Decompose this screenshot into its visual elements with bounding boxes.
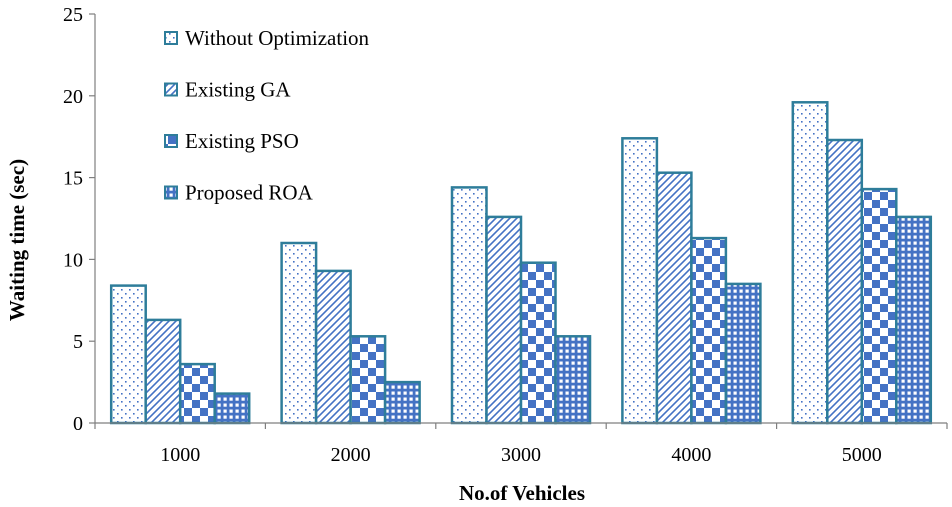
x-tick-label-3000: 3000: [501, 444, 541, 466]
bar-proposed-roa-4000: [724, 282, 762, 425]
bar-existing-ga-1000: [144, 318, 182, 425]
y-tick-label-0: 0: [73, 413, 83, 435]
bar-without-optimization-3000: [450, 186, 488, 425]
bar-proposed-roa-2000: [383, 380, 421, 425]
ticks-layer: 0 5 10 15 20 25 1000 2000 3000 4000 5000: [63, 4, 948, 466]
bar-existing-pso-5000: [860, 187, 898, 425]
legend-label-proposed-roa: Proposed ROA: [185, 181, 314, 205]
bar-existing-pso-1000: [178, 362, 216, 425]
legend-label-existing-ga: Existing GA: [185, 78, 291, 102]
legend-label-without-optimization: Without Optimization: [185, 26, 370, 50]
bar-without-optimization-5000: [791, 101, 829, 425]
legend-swatch-existing-pso: [164, 134, 178, 148]
x-tick-label-4000: 4000: [671, 444, 711, 466]
x-tick-label-1000: 1000: [160, 444, 200, 466]
bar-existing-ga-3000: [485, 215, 523, 425]
bar-existing-pso-3000: [519, 261, 557, 425]
legend: Without Optimization Existing GA Existing …: [164, 26, 370, 205]
legend-swatch-proposed-roa: [164, 185, 178, 200]
y-tick-label-10: 10: [63, 249, 83, 271]
bar-without-optimization-4000: [621, 137, 659, 425]
bar-proposed-roa-5000: [895, 215, 933, 425]
x-tick-label-2000: 2000: [331, 444, 371, 466]
x-axis-title: No.of Vehicles: [459, 481, 585, 505]
x-tick-label-5000: 5000: [842, 444, 882, 466]
legend-swatch-without-optimization: [164, 31, 178, 45]
y-tick-label-25: 25: [63, 4, 83, 26]
bar-existing-ga-4000: [655, 171, 693, 425]
bar-existing-pso-4000: [690, 236, 728, 425]
bar-existing-pso-2000: [349, 335, 387, 425]
y-tick-label-15: 15: [63, 168, 83, 190]
y-tick-label-20: 20: [63, 86, 83, 108]
bar-existing-ga-5000: [826, 138, 864, 425]
legend-swatch-existing-ga: [164, 82, 178, 97]
bar-existing-ga-2000: [314, 269, 352, 425]
bar-without-optimization-1000: [109, 284, 147, 425]
axes-layer: [94, 14, 947, 424]
y-axis-title: Waiting time (sec): [5, 159, 29, 321]
bar-proposed-roa-1000: [213, 392, 251, 425]
bar-without-optimization-2000: [280, 241, 318, 425]
legend-label-existing-pso: Existing PSO: [185, 129, 299, 153]
bars-layer: [109, 101, 933, 425]
y-tick-label-5: 5: [73, 331, 83, 353]
bar-proposed-roa-3000: [554, 335, 592, 425]
